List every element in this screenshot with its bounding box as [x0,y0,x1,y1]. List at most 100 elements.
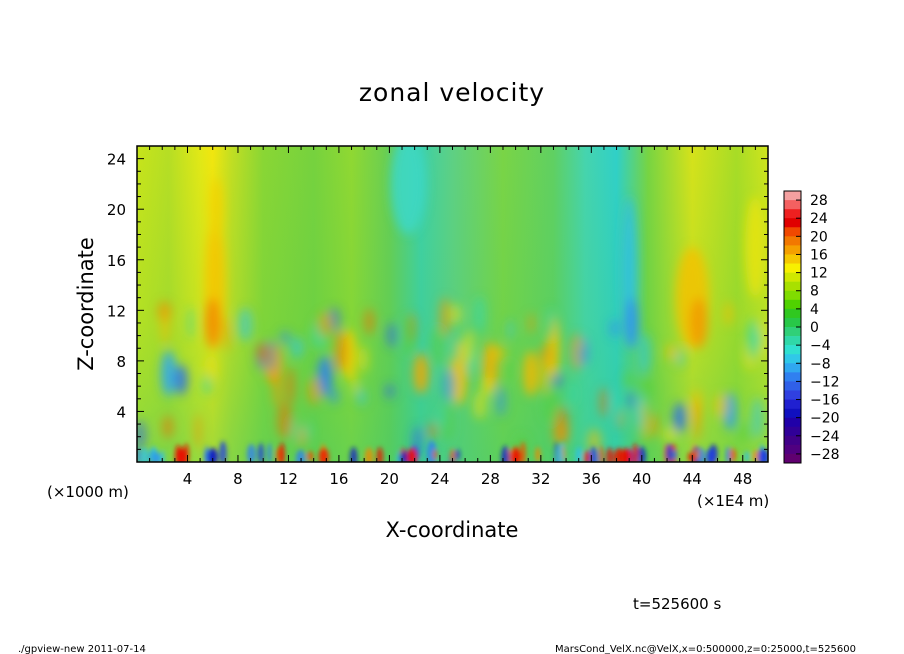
field-blob-surface [744,451,750,462]
y-tick-label: 8 [116,353,126,371]
field-blob [439,296,451,337]
colorbar-swatch [784,254,801,264]
field-blob-strong [621,448,632,462]
field-blob-strong [176,448,187,462]
field-blob [272,372,283,407]
field-blob [441,403,455,442]
field-blob [692,401,701,442]
x-tick-label: 4 [183,470,193,488]
field-blob-surface [729,448,737,462]
y-tick-label: 24 [107,151,126,169]
field-blob [364,308,375,335]
field-blob-surface [671,449,678,461]
field-feature [317,355,333,397]
field-blob-strong [207,448,218,462]
field-blob [187,306,195,339]
field-blob [599,387,608,418]
colorbar-label: 16 [810,247,828,263]
colorbar-label: 8 [810,284,819,300]
x-units-right: (×1E4 m) [697,492,769,510]
field-blob-surface [520,441,526,462]
field-blob-strong [757,448,768,462]
field-blob [266,338,276,372]
colorbar-label: 0 [810,320,819,336]
field-blob-surface [455,449,460,461]
field-blob [472,391,487,420]
field-blob [552,372,564,388]
field-blob [751,329,762,350]
heatmap-low-layer [137,146,768,462]
field-blob-surface [160,450,165,462]
colorbar-label: −12 [810,374,840,390]
field-blob [386,322,398,348]
colorbar-swatch [784,444,801,455]
field-blob-surface [155,452,160,462]
colorbar-swatch [784,308,801,319]
field-blob [507,319,514,341]
y-tick-label: 4 [116,403,126,421]
field-feature [673,402,686,433]
colorbar-label: 28 [810,193,828,209]
field-blob-surface [666,443,673,462]
field-blob [490,344,506,362]
field-blob-surface [583,450,591,462]
colorbar-swatch [784,453,801,464]
field-blob [329,388,340,405]
field-blob [649,413,659,438]
field-blob-surface [140,446,149,462]
x-tick-label: 28 [481,470,500,488]
field-feature [205,297,221,349]
y-tick-label: 12 [107,302,126,320]
field-feature [745,196,766,298]
field-blob [442,369,456,401]
field-blob [277,401,292,440]
field-blob-strong [318,448,329,462]
field-blob [528,312,535,334]
field-blob [430,326,444,367]
field-blob [587,428,602,455]
field-blob [640,403,649,443]
field-feature [174,364,188,396]
field-blob-surface [589,446,598,462]
field-blob [351,371,358,395]
x-tick-label: 48 [733,470,752,488]
colorbar-swatch [784,209,801,219]
field-blob [137,419,147,451]
colorbar-swatch [784,200,801,210]
x-tick-label: 36 [582,470,601,488]
colorbar-label: −8 [810,356,831,372]
colorbar-swatch [784,272,801,282]
x-tick-label: 8 [233,470,243,488]
field-blob [159,304,171,345]
field-blob [307,377,322,405]
colorbar-label: −4 [810,338,831,354]
field-blob [495,386,507,417]
field-blob-surface [246,444,256,462]
x-tick-label: 40 [632,470,651,488]
y-axis-label: Z-coordinate [74,237,98,371]
field-blob-surface [349,447,358,462]
x-tick-label: 44 [683,470,702,488]
field-feature [625,297,639,349]
colorbar-swatch [784,408,801,418]
colorbar-swatch [784,245,801,255]
field-blob [676,350,685,367]
field-feature [210,177,223,241]
colorbar-swatch [784,399,801,409]
field-blob [427,422,437,439]
field-blob-surface [631,443,639,462]
field-blob [437,406,444,429]
time-label: t=525600 s [633,595,721,613]
colorbar-swatch [784,426,801,437]
field-blob [474,295,486,334]
field-blob-surface [556,444,564,462]
colorbar-swatch [784,218,801,228]
field-blob [662,427,678,443]
colorbar-label: −20 [810,411,840,427]
field-blob-surface [433,449,438,460]
x-units-left: (×1000 m) [47,483,129,501]
field-blob-surface [598,445,604,462]
field-blob [751,397,764,439]
field-blob [609,319,620,338]
field-blob-strong [706,448,717,462]
